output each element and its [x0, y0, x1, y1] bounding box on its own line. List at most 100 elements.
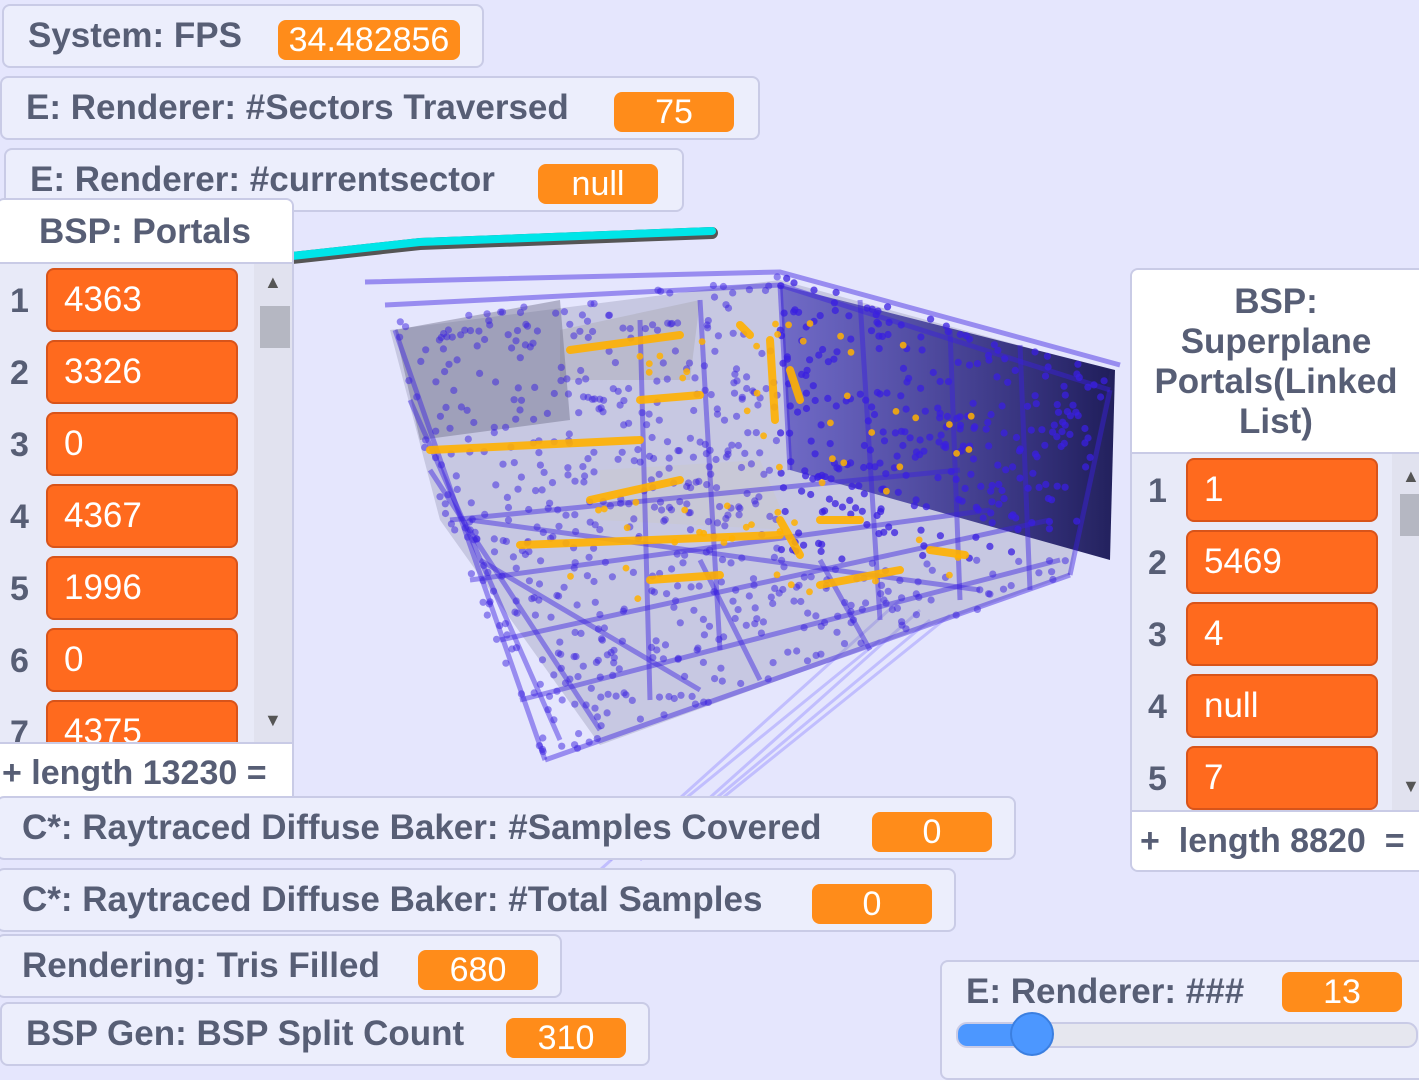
list-item[interactable]: 4 null [1132, 674, 1419, 746]
vertex-dot [538, 656, 547, 664]
vertex-dot-highlight [645, 368, 653, 376]
vertex-dot [609, 671, 617, 680]
vertex-dot-highlight [698, 338, 706, 345]
list-item-value[interactable]: 4375 [46, 700, 238, 748]
vertex-dot [721, 522, 729, 530]
vertex-dot [668, 565, 676, 573]
list-item[interactable]: 2 3326 [0, 340, 292, 412]
list-item[interactable]: 5 1996 [0, 556, 292, 628]
scroll-down-arrow-icon[interactable]: ▼ [264, 710, 282, 730]
vertex-dot [1035, 569, 1043, 577]
vertex-dot [590, 468, 598, 476]
vertex-dot [738, 395, 746, 403]
vertex-dot [530, 415, 538, 423]
vertex-dot [999, 585, 1008, 593]
bsp-portals-length-footer[interactable]: + length 13230 = [0, 742, 292, 802]
superplane-portals-title: BSP: Superplane Portals(Linked List) [1132, 270, 1419, 454]
vertex-dot [797, 597, 805, 606]
list-item-index: 5 [1148, 760, 1167, 798]
list-item[interactable]: 2 5469 [1132, 530, 1419, 602]
list-item-value[interactable]: null [1186, 674, 1378, 738]
vertex-dot [840, 640, 849, 648]
list-item[interactable]: 7 4375 [0, 700, 292, 748]
vertex-dot [800, 573, 808, 581]
samples-covered-value: 0 [872, 812, 992, 852]
vertex-dot [1045, 557, 1054, 565]
vertex-dot [1060, 382, 1068, 390]
tris-filled-monitor[interactable]: Rendering: Tris Filled 680 [0, 934, 562, 998]
vertex-dot [597, 635, 606, 643]
vertex-dot [550, 716, 558, 724]
vertex-dot-highlight [748, 521, 755, 528]
total-samples-monitor[interactable]: C*: Raytraced Diffuse Baker: #Total Samp… [0, 868, 956, 932]
superplane-length-footer[interactable]: + length 8820 = [1132, 810, 1419, 870]
list-item[interactable]: 1 4363 [0, 268, 292, 340]
list-item-value[interactable]: 1996 [46, 556, 238, 620]
vertex-dot [847, 459, 855, 467]
list-item-value[interactable]: 4367 [46, 484, 238, 548]
superplane-scroll-thumb[interactable] [1400, 494, 1419, 536]
superplane-scrollbar[interactable]: ▲ ▼ [1392, 454, 1419, 812]
vertex-dot [772, 437, 781, 445]
bsp-portals-list[interactable]: BSP: Portals 1 4363 2 3326 3 0 4 4367 5 1996 6 0 7 43… [0, 198, 294, 804]
vertex-dot-highlight [679, 374, 687, 382]
vertex-dot [777, 429, 785, 437]
bsp-portals-scrollbar[interactable]: ▲ ▼ [254, 264, 292, 748]
vertex-dot [773, 273, 781, 281]
vertex-dot [995, 480, 1003, 488]
list-item-value[interactable]: 0 [46, 412, 238, 476]
vertex-dot [971, 423, 979, 431]
renderer-slider-thumb[interactable] [1009, 1012, 1054, 1056]
samples-covered-monitor[interactable]: C*: Raytraced Diffuse Baker: #Samples Co… [0, 796, 1016, 860]
vertex-dot [1015, 557, 1023, 566]
list-item[interactable]: 4 4367 [0, 484, 292, 556]
vertex-dot [989, 570, 997, 578]
bsp-portals-scroll-thumb[interactable] [260, 306, 290, 348]
list-item-value[interactable]: 4 [1186, 602, 1378, 666]
list-item-value[interactable]: 0 [46, 628, 238, 692]
vertex-dot [658, 506, 666, 514]
vertex-dot [771, 584, 779, 593]
list-item-value[interactable]: 1 [1186, 458, 1378, 522]
scroll-up-arrow-icon[interactable]: ▲ [264, 272, 282, 292]
vertex-dot-highlight [847, 348, 855, 356]
vertex-dot [638, 409, 646, 417]
vertex-dot [663, 438, 672, 446]
fps-monitor[interactable]: System: FPS 34.482856 [2, 4, 484, 68]
vertex-dot [439, 345, 447, 353]
vertex-dot-highlight [787, 581, 795, 589]
bsp-split-count-monitor[interactable]: BSP Gen: BSP Split Count 310 [0, 1002, 650, 1066]
vertex-dot [432, 454, 440, 462]
vertex-dot [880, 437, 889, 445]
vertex-dot [571, 511, 579, 519]
scroll-up-arrow-icon[interactable]: ▲ [1402, 466, 1419, 486]
list-item-value[interactable]: 4363 [46, 268, 238, 332]
renderer-slider-monitor[interactable]: E: Renderer: ### 13 [940, 960, 1419, 1080]
vertex-dot [562, 511, 570, 519]
list-item-value[interactable]: 3326 [46, 340, 238, 404]
list-item-value[interactable]: 7 [1186, 746, 1378, 810]
vertex-dot [575, 730, 583, 738]
vertex-dot [612, 692, 620, 700]
vertex-dot [927, 315, 935, 323]
scroll-down-arrow-icon[interactable]: ▼ [1402, 776, 1419, 796]
vertex-dot [619, 324, 627, 332]
vertex-dot [702, 450, 711, 458]
list-item-value[interactable]: 5469 [1186, 530, 1378, 594]
sectors-traversed-monitor[interactable]: E: Renderer: #Sectors Traversed 75 [0, 76, 760, 140]
vertex-dot [899, 364, 908, 372]
vertex-dot [910, 502, 919, 510]
vertex-dot [553, 687, 561, 695]
vertex-dot [614, 455, 622, 463]
vertex-dot [531, 383, 539, 391]
vertex-dot [648, 433, 656, 442]
vertex-dot [884, 303, 892, 311]
vertex-dot [1009, 463, 1017, 471]
